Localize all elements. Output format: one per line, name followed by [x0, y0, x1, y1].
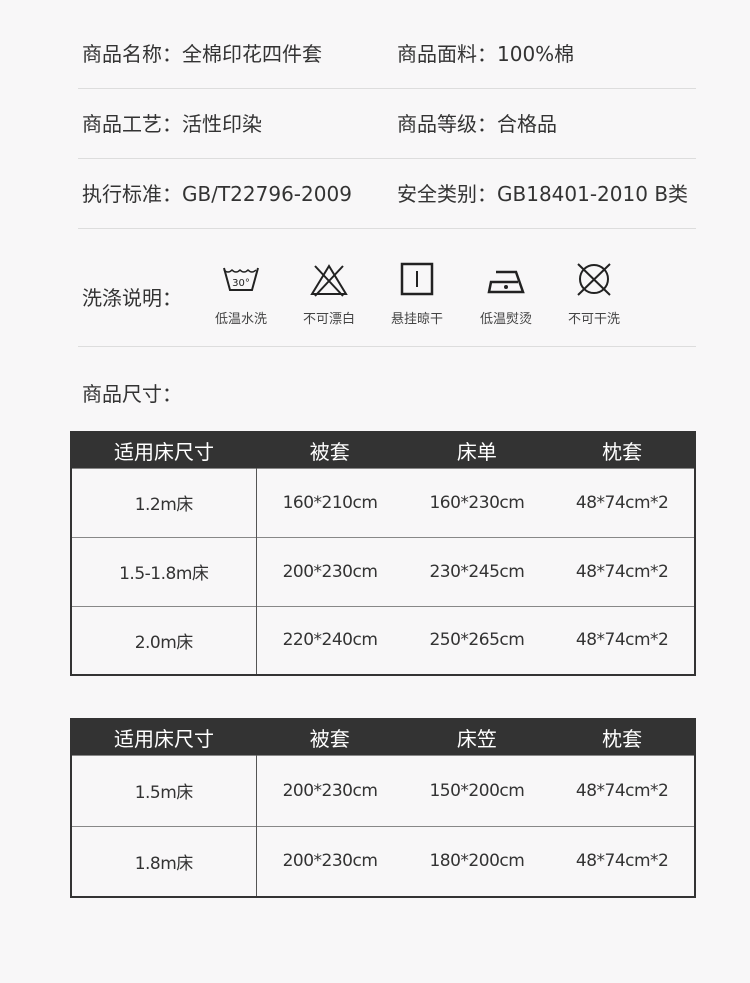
- grade-field: 商品等级：合格品: [397, 112, 557, 136]
- size-table-sheet: 适用床尺寸 被套 床单 枕套 1.2m床 160*210cm 160*230cm 48*74…: [70, 431, 696, 676]
- care-item: 30° 低温水洗: [196, 262, 286, 327]
- low-iron-icon: [487, 270, 525, 294]
- care-item: 悬挂晾干: [372, 262, 462, 327]
- cell: 250*265cm: [403, 605, 551, 675]
- cell: 1.5-1.8m床: [71, 536, 257, 606]
- cell: 230*245cm: [403, 536, 551, 606]
- cell: 2.0m床: [71, 605, 257, 675]
- table-row: 1.5-1.8m床 200*230cm 230*245cm 48*74cm*2: [71, 536, 695, 606]
- cell: 1.5m床: [71, 754, 257, 826]
- cell: 200*230cm: [256, 825, 404, 897]
- care-label: 悬挂晾干: [390, 312, 443, 327]
- header-duvet: 被套: [256, 432, 404, 468]
- cell: 160*230cm: [403, 467, 551, 537]
- cell: 1.2m床: [71, 467, 257, 537]
- cell: 48*74cm*2: [550, 825, 695, 897]
- craft-field: 商品工艺：活性印染: [82, 112, 262, 136]
- svg-text:30°: 30°: [232, 278, 250, 289]
- hang-dry-icon: [400, 262, 434, 296]
- header-duvet: 被套: [256, 719, 404, 755]
- info-row: 执行标准：GB/T22796-2009 安全类别：GB18401-2010 B类: [78, 159, 696, 229]
- care-item: 低温熨烫: [461, 262, 551, 327]
- header-bed-size: 适用床尺寸: [71, 719, 256, 755]
- table-row: 2.0m床 220*240cm 250*265cm 48*74cm*2: [71, 605, 695, 675]
- cell: 1.8m床: [71, 825, 257, 897]
- no-dry-clean-icon: [577, 263, 611, 296]
- care-label: 低温水洗: [214, 312, 267, 327]
- name-field: 商品名称：全棉印花四件套: [82, 42, 322, 66]
- table-row: 1.5m床 200*230cm 150*200cm 48*74cm*2: [71, 754, 695, 826]
- header-pillowcase: 枕套: [550, 719, 695, 755]
- table-row: 1.2m床 160*210cm 160*230cm 48*74cm*2: [71, 467, 695, 537]
- care-label: 不可干洗: [567, 312, 620, 327]
- care-label: 低温熨烫: [479, 312, 532, 327]
- info-row: 商品工艺：活性印染 商品等级：合格品: [78, 89, 696, 159]
- header-fitted-sheet: 床笠: [403, 719, 551, 755]
- wash-instructions: 洗涤说明： 30° 低温水洗 不可漂白 悬挂晾干 低温熨烫 不可干洗: [78, 230, 696, 347]
- cell: 180*200cm: [403, 825, 551, 897]
- safety-field: 安全类别：GB18401-2010 B类: [397, 182, 689, 206]
- header-sheet: 床单: [403, 432, 551, 468]
- cell: 200*230cm: [256, 754, 404, 826]
- fabric-field: 商品面料：100%棉: [397, 42, 575, 66]
- care-label: 不可漂白: [302, 312, 355, 327]
- wash-label: 洗涤说明：: [82, 286, 182, 310]
- cell: 200*230cm: [256, 536, 404, 606]
- care-item: 不可干洗: [549, 262, 639, 327]
- table-header: 适用床尺寸 被套 床笠 枕套: [71, 719, 695, 755]
- cell: 150*200cm: [403, 754, 551, 826]
- wash-30-icon: 30°: [223, 267, 259, 291]
- no-bleach-icon: [310, 264, 348, 297]
- size-table-fitted: 适用床尺寸 被套 床笠 枕套 1.5m床 200*230cm 150*200cm 48*74…: [70, 718, 696, 898]
- info-row: 商品名称：全棉印花四件套 商品面料：100%棉: [78, 19, 696, 89]
- table-row: 1.8m床 200*230cm 180*200cm 48*74cm*2: [71, 825, 695, 897]
- cell: 220*240cm: [256, 605, 404, 675]
- cell: 48*74cm*2: [550, 754, 695, 826]
- cell: 48*74cm*2: [550, 536, 695, 606]
- header-bed-size: 适用床尺寸: [71, 432, 256, 468]
- cell: 48*74cm*2: [550, 467, 695, 537]
- cell: 48*74cm*2: [550, 605, 695, 675]
- size-title: 商品尺寸：: [82, 382, 182, 406]
- care-item: 不可漂白: [284, 262, 374, 327]
- header-pillowcase: 枕套: [550, 432, 695, 468]
- table-header: 适用床尺寸 被套 床单 枕套: [71, 432, 695, 468]
- standard-field: 执行标准：GB/T22796-2009: [82, 182, 352, 206]
- cell: 160*210cm: [256, 467, 404, 537]
